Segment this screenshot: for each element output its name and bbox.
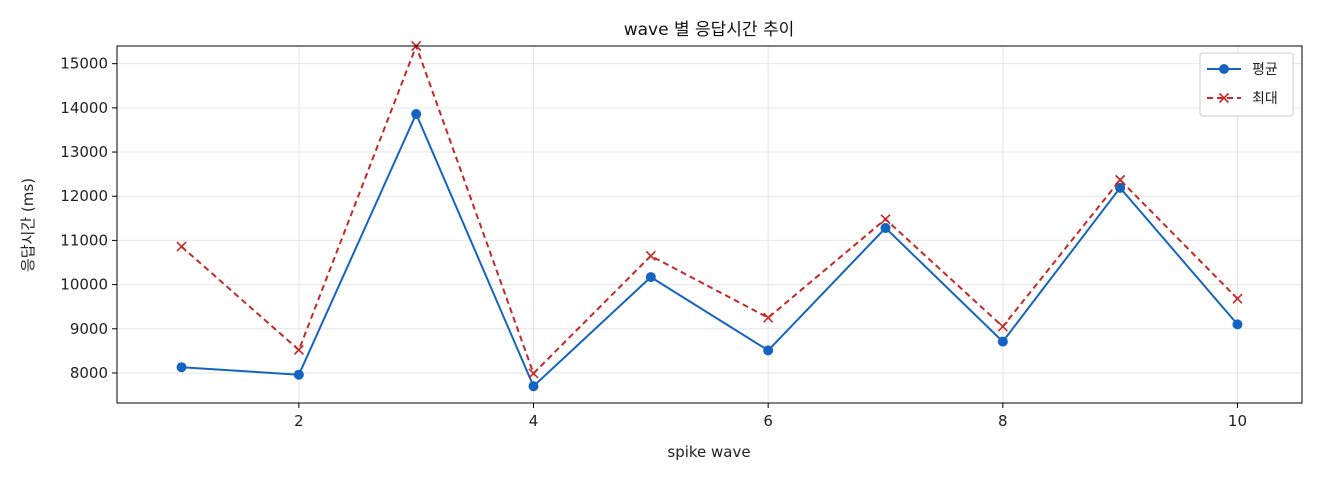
- data-point: [529, 381, 539, 391]
- legend-label: 최대: [1252, 91, 1278, 107]
- x-tick-label: 2: [294, 412, 304, 430]
- plot-frame: [117, 46, 1302, 403]
- y-tick-label: 15000: [60, 55, 108, 73]
- y-tick-label: 11000: [60, 231, 108, 249]
- series-line: [182, 46, 1238, 373]
- y-tick-label: 13000: [60, 143, 108, 161]
- data-point: [177, 242, 186, 251]
- x-tick-label: 10: [1228, 412, 1247, 430]
- data-point: [646, 251, 655, 260]
- series-layer: [177, 42, 1243, 392]
- series-line: [182, 114, 1238, 386]
- data-point: [1232, 319, 1242, 329]
- data-point: [880, 223, 890, 233]
- y-tick-label: 8000: [70, 364, 108, 382]
- y-tick-label: 14000: [60, 99, 108, 117]
- data-point: [646, 272, 656, 282]
- legend-box: [1200, 53, 1293, 116]
- data-point: [998, 337, 1008, 347]
- data-point: [411, 109, 421, 119]
- x-tick-label: 8: [998, 412, 1008, 430]
- data-point: [177, 362, 187, 372]
- grid: [117, 46, 1302, 403]
- legend-marker: [1219, 64, 1229, 74]
- x-tick-label: 4: [529, 412, 539, 430]
- y-axis-title: 응답시간 (ms): [19, 178, 37, 272]
- x-axis-title: spike wave: [667, 443, 750, 461]
- legend-label: 평균: [1252, 62, 1278, 78]
- ticks: 2 4 6 8 10 8000 9000 10000 11000 12000 13000 14000 1…: [60, 55, 1247, 430]
- y-tick-label: 10000: [60, 276, 108, 294]
- y-tick-label: 9000: [70, 320, 108, 338]
- data-point: [881, 215, 890, 224]
- x-tick-label: 6: [763, 412, 773, 430]
- chart-title: wave 별 응답시간 추이: [624, 20, 795, 40]
- data-point: [763, 345, 773, 355]
- y-tick-label: 12000: [60, 187, 108, 205]
- data-point: [294, 370, 304, 380]
- series-max: [177, 42, 1242, 378]
